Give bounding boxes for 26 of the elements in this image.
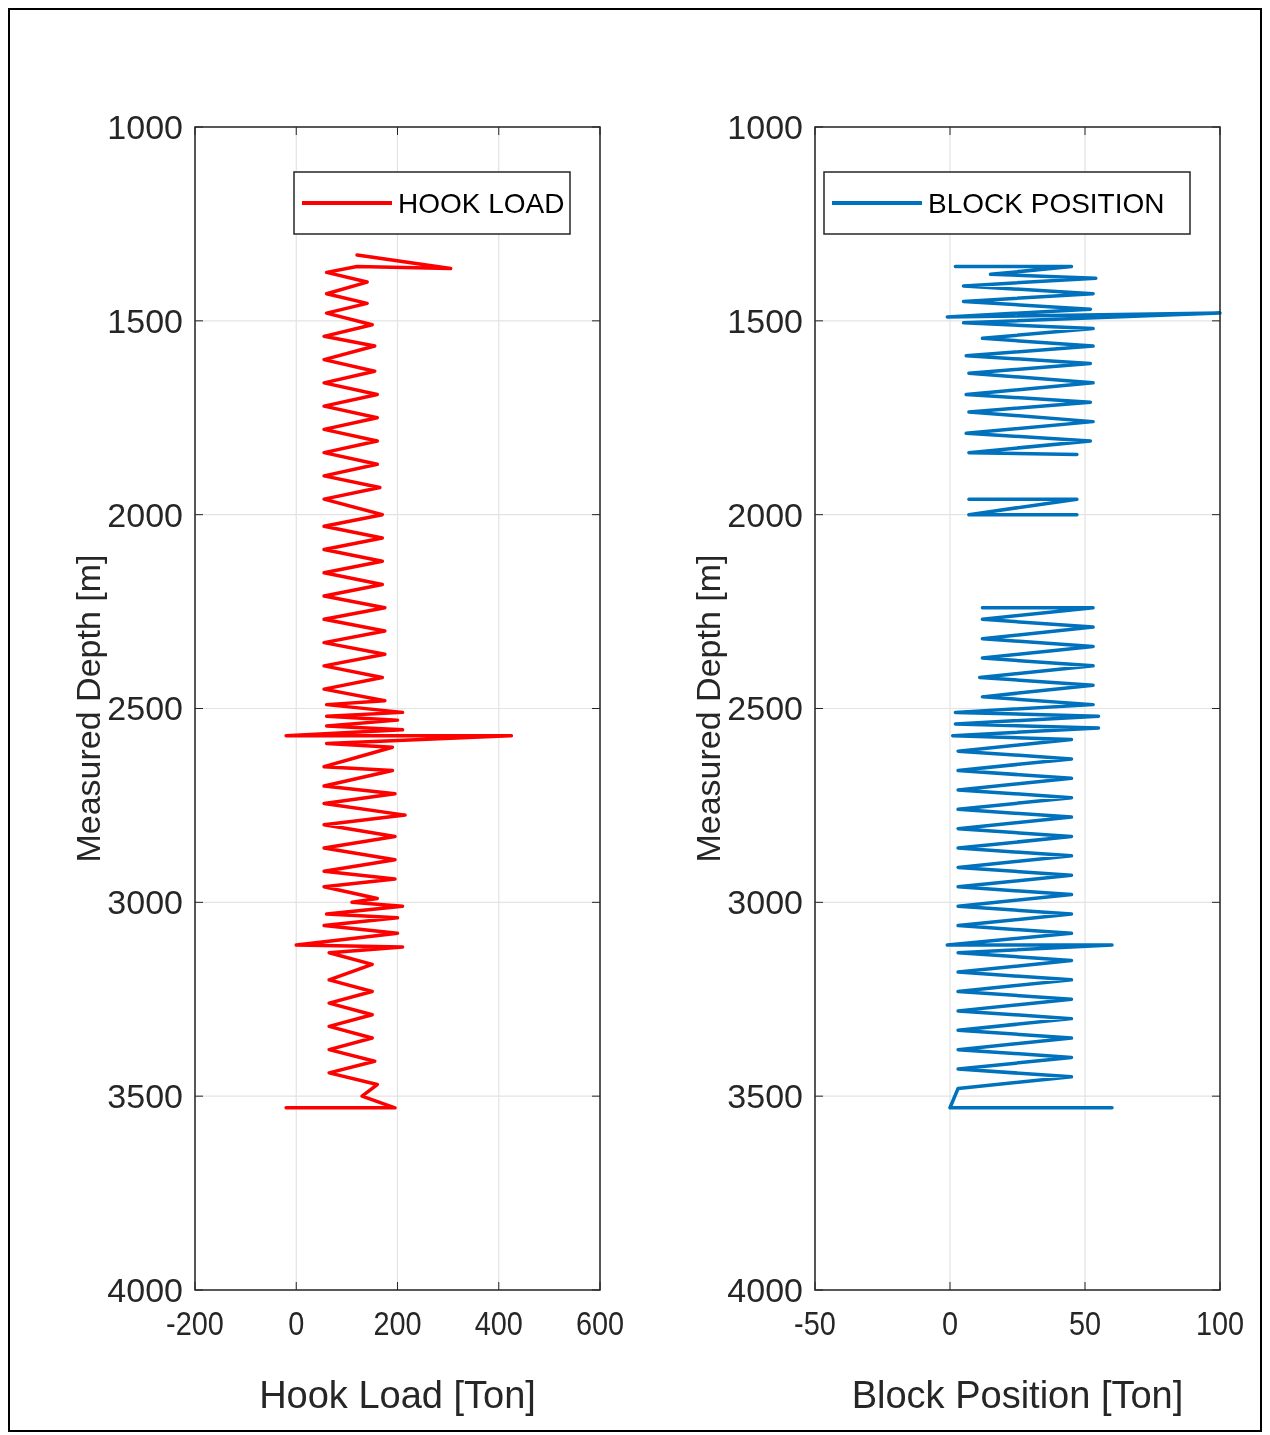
legend-label: HOOK LOAD [398,187,565,219]
y-tick-label: 2000 [107,495,183,534]
y-tick-label: 3500 [107,1077,183,1116]
y-tick-label: 3500 [727,1077,803,1116]
legend-label: BLOCK POSITION [928,187,1165,219]
y-tick-label: 3000 [107,883,183,922]
y-axis-title: Measured Depth [m] [69,554,107,863]
y-tick-label: 3000 [727,883,803,922]
x-tick-label: 0 [288,1303,305,1343]
y-tick-label: 1500 [107,301,183,340]
y-axis-title: Measured Depth [m] [689,554,727,863]
y-tick-label: 2500 [107,689,183,728]
y-tick-label: 1000 [107,107,183,146]
y-tick-label: 2500 [727,689,803,728]
x-tick-label: 400 [474,1303,523,1343]
y-tick-label: 1000 [727,107,803,146]
x-tick-label: 50 [1068,1303,1102,1343]
y-tick-label: 2000 [727,495,803,534]
y-tick-label: 1500 [727,301,803,340]
x-tick-label: 200 [373,1303,422,1343]
line-series [284,253,514,1110]
x-axis-title: Block Position [Ton] [851,1374,1184,1416]
x-axis-title: Hook Load [Ton] [259,1374,536,1416]
x-tick-label: 600 [575,1303,625,1343]
x-tick-label: 0 [941,1303,959,1343]
x-tick-label: 100 [1195,1303,1245,1343]
